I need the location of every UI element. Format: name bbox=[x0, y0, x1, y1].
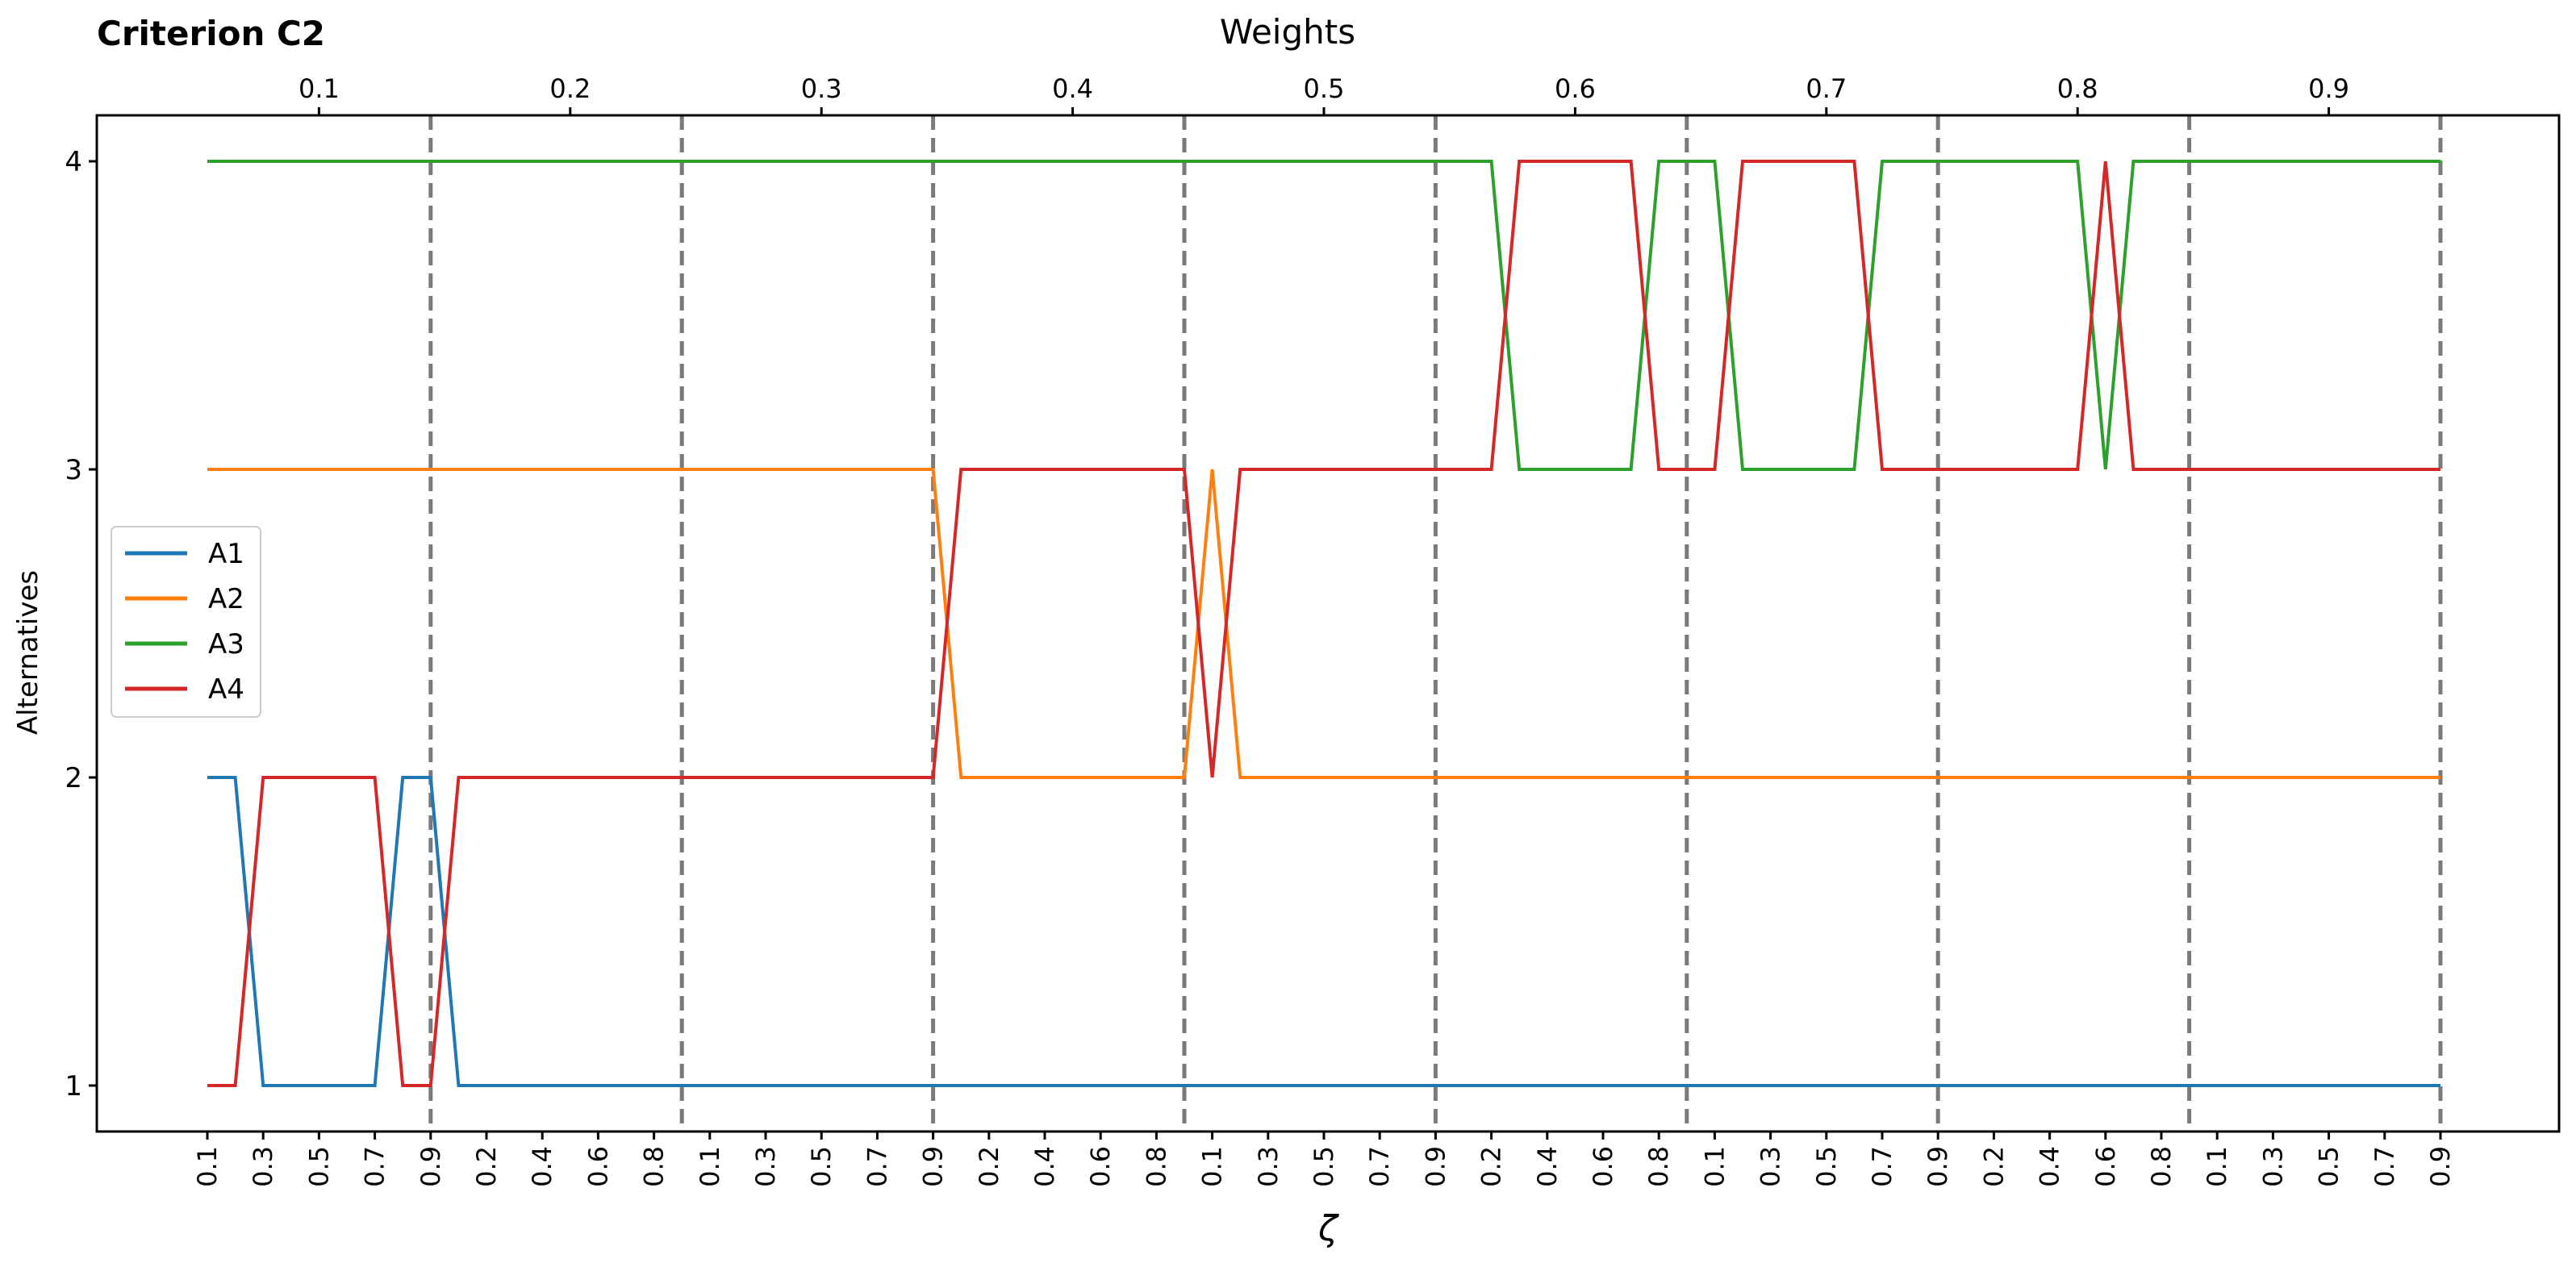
legend-frame bbox=[111, 526, 261, 718]
series-line-a1 bbox=[207, 776, 2440, 1087]
zeta-tick-label: 0.4 bbox=[2035, 1146, 2065, 1187]
y-tick-label: 3 bbox=[65, 454, 82, 486]
zeta-tick-label: 0.2 bbox=[471, 1146, 502, 1187]
zeta-tick-label: 0.7 bbox=[1364, 1146, 1395, 1187]
zeta-tick-label: 0.3 bbox=[750, 1146, 781, 1187]
top-tick-label: 0.8 bbox=[2057, 73, 2098, 104]
zeta-tick-label: 0.7 bbox=[2369, 1146, 2400, 1187]
legend-label-a1: A1 bbox=[208, 538, 244, 570]
zeta-tick-label: 0.5 bbox=[1309, 1146, 1339, 1187]
zeta-tick-label: 0.5 bbox=[806, 1146, 837, 1187]
zeta-tick-label: 0.2 bbox=[974, 1146, 1004, 1187]
top-tick-label: 0.6 bbox=[1555, 73, 1596, 104]
zeta-tick-label: 0.6 bbox=[582, 1146, 613, 1187]
zeta-tick-label: 0.1 bbox=[695, 1146, 725, 1187]
zeta-tick-label: 0.5 bbox=[1811, 1146, 1842, 1187]
series-line-a4 bbox=[207, 160, 2440, 1087]
zeta-tick-label: 0.5 bbox=[303, 1146, 334, 1187]
axes: 1 2 3 4 0.1 0.2 0.3 0.4 0.5 0.6 0.7 0.8 0.9 0.1 0.3 0.5… bbox=[65, 73, 2456, 1187]
zeta-tick-label: 0.1 bbox=[192, 1146, 223, 1187]
zeta-tick-label: 0.1 bbox=[1699, 1146, 1730, 1187]
zeta-tick-label: 0.7 bbox=[862, 1146, 892, 1187]
boundary-lines bbox=[428, 115, 2443, 1132]
top-tick-label: 0.3 bbox=[801, 73, 842, 104]
zeta-tick-label: 0.2 bbox=[1978, 1146, 2009, 1187]
zeta-tick-label: 0.4 bbox=[527, 1146, 557, 1187]
plot-frame bbox=[95, 114, 2561, 1133]
top-tick-label: 0.1 bbox=[299, 73, 340, 104]
zeta-tick-label: 0.9 bbox=[1923, 1146, 1953, 1187]
top-tick-label: 0.9 bbox=[2308, 73, 2349, 104]
legend-label-a4: A4 bbox=[208, 673, 244, 706]
top-tick-label: 0.5 bbox=[1304, 73, 1345, 104]
zeta-tick-label: 0.3 bbox=[1253, 1146, 1284, 1187]
zeta-tick-label: 0.3 bbox=[248, 1146, 278, 1187]
zeta-tick-label: 0.5 bbox=[2314, 1146, 2344, 1187]
zeta-tick-label: 0.9 bbox=[918, 1146, 949, 1187]
legend-label-a3: A3 bbox=[208, 628, 244, 661]
chart-title: Criterion C2 bbox=[97, 14, 325, 53]
legend: A1 A2 A3 A4 bbox=[111, 526, 261, 718]
y-axis-label: Alternatives bbox=[12, 570, 44, 735]
zeta-tick-label: 0.7 bbox=[360, 1146, 390, 1187]
zeta-tick-label: 0.2 bbox=[1476, 1146, 1507, 1187]
zeta-tick-label: 0.6 bbox=[2090, 1146, 2121, 1187]
zeta-tick-label: 0.8 bbox=[2146, 1146, 2177, 1187]
zeta-tick-label: 0.9 bbox=[1420, 1146, 1451, 1187]
zeta-tick-label: 0.4 bbox=[1029, 1146, 1060, 1187]
top-tick-label: 0.7 bbox=[1806, 73, 1847, 104]
zeta-tick-label: 0.9 bbox=[2425, 1146, 2456, 1187]
top-tick-label: 0.2 bbox=[549, 73, 591, 104]
x-axis-label: ζ bbox=[1317, 1208, 1339, 1249]
zeta-tick-label: 0.8 bbox=[1141, 1146, 1171, 1187]
y-tick-label: 1 bbox=[65, 1070, 82, 1102]
zeta-tick-label: 0.8 bbox=[1643, 1146, 1674, 1187]
y-tick-label: 4 bbox=[65, 146, 82, 178]
top-tick-label: 0.4 bbox=[1052, 73, 1093, 104]
zeta-tick-label: 0.3 bbox=[1756, 1146, 1786, 1187]
zeta-tick-label: 0.3 bbox=[2257, 1146, 2288, 1187]
zeta-tick-label: 0.9 bbox=[415, 1146, 446, 1187]
top-axis-label: Weights bbox=[1220, 12, 1355, 52]
zeta-tick-label: 0.6 bbox=[1588, 1146, 1618, 1187]
zeta-tick-label: 0.4 bbox=[1532, 1146, 1563, 1187]
zeta-tick-label: 0.7 bbox=[1867, 1146, 1898, 1187]
zeta-tick-label: 0.8 bbox=[639, 1146, 670, 1187]
series-line-a2 bbox=[207, 468, 2440, 779]
zeta-tick-label: 0.6 bbox=[1085, 1146, 1116, 1187]
y-tick-label: 2 bbox=[65, 762, 82, 794]
zeta-tick-label: 0.1 bbox=[1197, 1146, 1228, 1187]
zeta-tick-label: 0.1 bbox=[2202, 1146, 2232, 1187]
legend-label-a2: A2 bbox=[208, 583, 244, 615]
series-lines bbox=[207, 160, 2440, 1087]
